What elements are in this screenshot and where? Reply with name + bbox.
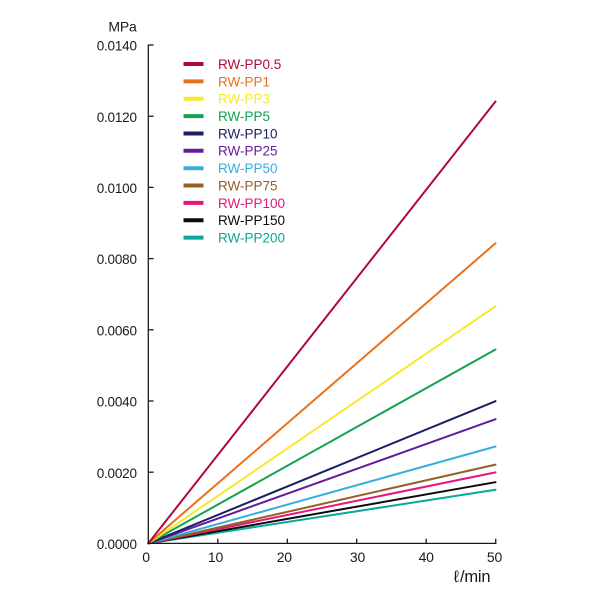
svg-text:10: 10 xyxy=(208,549,224,565)
svg-text:0.0100: 0.0100 xyxy=(97,181,137,196)
svg-text:0.0120: 0.0120 xyxy=(97,110,137,125)
svg-text:RW-PP10: RW-PP10 xyxy=(218,126,278,141)
svg-text:50: 50 xyxy=(487,549,503,565)
svg-text:20: 20 xyxy=(277,549,293,565)
svg-text:RW-PP0.5: RW-PP0.5 xyxy=(218,57,281,72)
svg-text:0.0140: 0.0140 xyxy=(97,39,137,54)
svg-text:RW-PP100: RW-PP100 xyxy=(218,196,285,211)
svg-text:RW-PP1: RW-PP1 xyxy=(218,74,270,89)
svg-text:0.0020: 0.0020 xyxy=(97,466,137,481)
svg-text:RW-PP200: RW-PP200 xyxy=(218,231,285,246)
svg-text:RW-PP50: RW-PP50 xyxy=(218,161,278,176)
svg-text:RW-PP25: RW-PP25 xyxy=(218,144,278,159)
svg-text:RW-PP150: RW-PP150 xyxy=(218,213,285,228)
svg-text:MPa: MPa xyxy=(108,19,137,35)
svg-text:RW-PP75: RW-PP75 xyxy=(218,178,278,193)
svg-text:0: 0 xyxy=(142,549,150,565)
svg-text:0.0080: 0.0080 xyxy=(97,252,137,267)
svg-text:ℓ/min: ℓ/min xyxy=(454,568,491,586)
svg-text:0.0060: 0.0060 xyxy=(97,323,137,338)
svg-text:RW-PP3: RW-PP3 xyxy=(218,92,270,107)
svg-text:0.0040: 0.0040 xyxy=(97,395,137,410)
svg-text:40: 40 xyxy=(419,549,435,565)
svg-text:30: 30 xyxy=(350,549,366,565)
svg-text:0.0000: 0.0000 xyxy=(97,537,137,552)
svg-text:RW-PP5: RW-PP5 xyxy=(218,109,270,124)
